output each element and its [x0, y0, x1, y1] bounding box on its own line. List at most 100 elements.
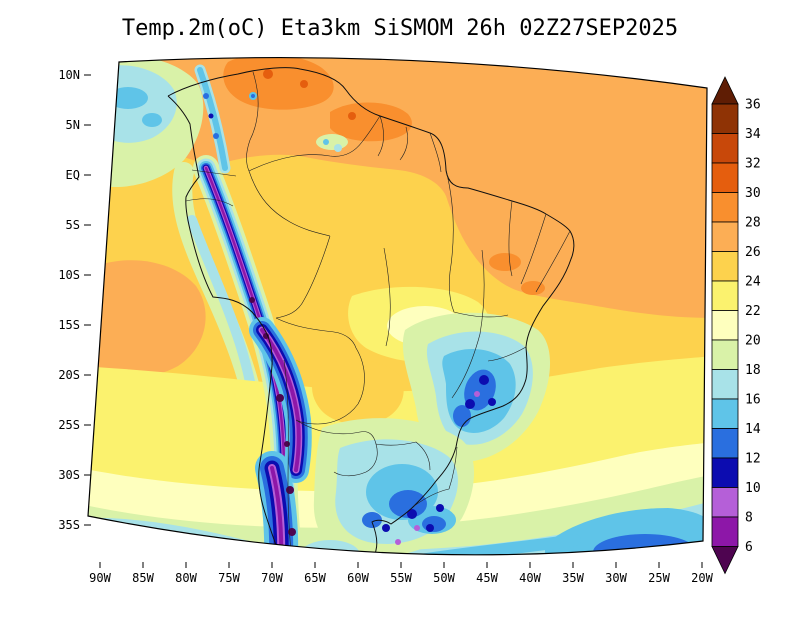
field-pacific-warm-patch: [88, 260, 206, 377]
lon-tick-label: 25W: [648, 571, 670, 585]
field-cool-dot: [142, 113, 162, 127]
colorbar-tick-label: 32: [745, 157, 761, 172]
field-cold-dot: [465, 399, 475, 409]
colorbar-tick-label: 22: [745, 304, 761, 319]
colorbar-band: [711, 133, 739, 164]
field-se-corner-cold-navy: [634, 547, 682, 555]
lat-tick-label: 10S: [58, 268, 80, 282]
country-state-borders: [185, 71, 571, 555]
field-andes-coldest-spot: [249, 297, 255, 303]
field-south-cold-blue: [389, 490, 427, 518]
lat-tick-label: 20S: [58, 368, 80, 382]
colorbar-tick-label: 36: [745, 98, 761, 113]
colorbar-band: [711, 516, 739, 547]
lon-tick-label: 65W: [304, 571, 326, 585]
field-cold-dot: [136, 551, 164, 555]
field-purple-speck: [245, 557, 251, 563]
colorbar-band: [711, 192, 739, 223]
field-andes-coldest-spot: [284, 441, 290, 447]
field-cool-dot: [334, 144, 342, 152]
field-cold-dot: [205, 550, 225, 555]
field-cold-dot: [208, 113, 214, 119]
colorbar-band: [711, 280, 739, 311]
colorbar-band: [711, 428, 739, 459]
colorbar-tick-label: 28: [745, 216, 761, 231]
colorbar-tick-label: 10: [745, 481, 761, 496]
field-left-edge-cool-strip: [88, 164, 107, 268]
lon-tick-label: 60W: [347, 571, 369, 585]
field-andes-coldest-spot: [276, 394, 284, 402]
colorbar-band: [711, 339, 739, 370]
field-purple-speck: [474, 391, 480, 397]
colorbar-band: [711, 221, 739, 252]
lat-tick-label: 35S: [58, 518, 80, 532]
field-cool-dot: [108, 87, 148, 109]
colorbar-tick-label: 34: [745, 127, 761, 142]
plot-title: Temp.2m(oC) Eta3km SiSMOM 26h 02Z27SEP20…: [121, 16, 679, 41]
field-purple-speck: [395, 539, 401, 545]
lon-tick-label: 55W: [390, 571, 412, 585]
coastline: [167, 67, 575, 555]
colorbar-tick-label: 24: [745, 275, 761, 290]
field-cold-dot: [382, 524, 390, 532]
lon-tick-label: 30W: [605, 571, 627, 585]
field-colombia-andes-core: [197, 67, 228, 171]
field-bottom-cold-tongue: [414, 534, 581, 555]
colorbar-tick-label: 8: [745, 511, 753, 526]
field-hot-patch-ne-brazil: [489, 253, 521, 271]
lon-tick-label: 75W: [218, 571, 240, 585]
colorbar-band: [711, 103, 739, 134]
longitude-axis: 90W 85W 80W 75W 70W 65W 60W 55W 50W 45W 40W 35W 30W 2…: [89, 562, 714, 585]
lon-tick-label: 45W: [476, 571, 498, 585]
colorbar-tick-label: 12: [745, 452, 761, 467]
field-altiplano-crest-6-8: [260, 328, 301, 472]
latitude-axis: 10N 5N EQ 5S 10S 15S 20S 25S 30S 35S: [58, 68, 91, 532]
colorbar-band: [711, 398, 739, 429]
field-cold-dot: [203, 93, 209, 99]
field-cold-dot: [479, 375, 489, 385]
lon-tick-label: 20W: [691, 571, 713, 585]
field-andes-coldest-spot: [286, 486, 294, 494]
colorbar-tick-label: 6: [745, 540, 753, 555]
colorbar-tick-label: 16: [745, 393, 761, 408]
lat-tick-label: 25S: [58, 418, 80, 432]
lon-tick-label: 50W: [433, 571, 455, 585]
colorbar-extend-below: [711, 546, 739, 575]
field-cold-dot: [436, 504, 444, 512]
field-hot-patch-ne-brazil: [521, 281, 545, 295]
field-south-cold-blue: [362, 512, 382, 528]
lon-tick-label: 90W: [89, 571, 111, 585]
temperature-field: [88, 57, 707, 565]
field-guiana-highland-cool: [316, 134, 348, 150]
colorbar: 36 34 32 30 28 26 24 22 20 18 16 14 12 10 8 6: [711, 76, 761, 575]
lon-tick-label: 70W: [261, 571, 283, 585]
field-cold-dot: [488, 398, 496, 406]
lon-tick-label: 40W: [519, 571, 541, 585]
field-cold-dot: [325, 555, 335, 565]
domain-outline: [87, 56, 708, 556]
lat-tick-label: 30S: [58, 468, 80, 482]
field-andes-coldest-spot: [288, 528, 296, 536]
field-south-cold-blue: [422, 516, 446, 532]
colorbar-band: [711, 162, 739, 193]
field-cold-dot: [407, 509, 417, 519]
colorbar-tick-label: 26: [745, 245, 761, 260]
lat-tick-label: 10N: [58, 68, 80, 82]
colorbar-band: [711, 310, 739, 341]
colorbar-band: [711, 487, 739, 518]
field-hot-patch-orinoco: [330, 102, 412, 142]
field-hot-spot: [300, 80, 308, 88]
colorbar-band: [711, 457, 739, 488]
colorbar-extend-above: [711, 76, 739, 105]
lon-tick-label: 80W: [175, 571, 197, 585]
political-borders: [167, 67, 575, 555]
lat-tick-label: EQ: [66, 168, 80, 182]
lat-tick-label: 5S: [66, 218, 80, 232]
field-cool-dot: [323, 139, 329, 145]
lon-tick-label: 35W: [562, 571, 584, 585]
colorbar-tick-label: 14: [745, 422, 761, 437]
field-hot-spot: [348, 112, 356, 120]
colorbar-band: [711, 369, 739, 400]
field-hot-spot: [263, 69, 273, 79]
